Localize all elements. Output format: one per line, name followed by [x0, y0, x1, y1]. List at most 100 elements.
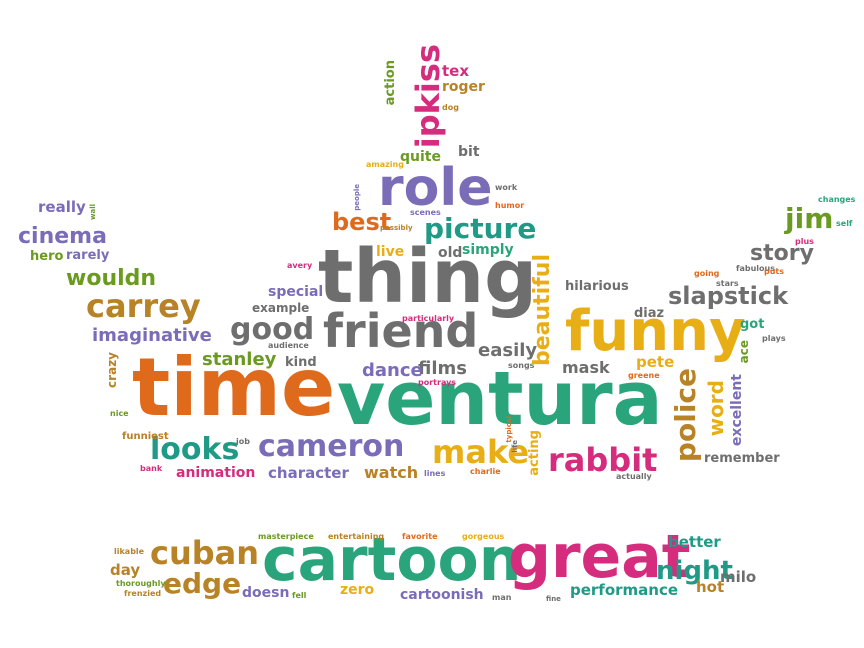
- word-slapstick: slapstick: [668, 282, 789, 310]
- word-rarely: rarely: [66, 248, 110, 263]
- word-cartoonish: cartoonish: [400, 587, 484, 603]
- word-good: good: [230, 312, 315, 347]
- word-typical: nice: [110, 409, 129, 418]
- word-masterpiece: favorite: [402, 532, 438, 541]
- word-scenes: scenes: [410, 208, 441, 217]
- word-people: people: [353, 184, 361, 211]
- word-bit: bit: [458, 144, 480, 160]
- word-animation: animation: [176, 465, 256, 481]
- word-nice: job: [236, 437, 250, 446]
- word-watch: watch: [364, 463, 419, 482]
- word-way: pete: [636, 353, 675, 371]
- word-greene: lines: [424, 469, 446, 478]
- word-frenzied: entertaining: [328, 532, 385, 541]
- word-cuban: police: [669, 368, 702, 463]
- word-action: action: [383, 60, 398, 106]
- word-audience: audience: [268, 341, 309, 350]
- word-self: wall: [89, 204, 97, 220]
- word-make: make: [432, 433, 530, 471]
- word-stars: self: [836, 219, 853, 228]
- word-puts: changes: [818, 195, 856, 204]
- word-portrays: portrays: [418, 378, 457, 387]
- word-man: fine: [546, 595, 561, 603]
- word-possibly: possibly: [380, 224, 413, 232]
- word-humor: humor: [495, 201, 525, 210]
- word-dog: dog: [442, 103, 459, 112]
- word-best: best: [332, 208, 392, 236]
- word-night: night: [656, 556, 733, 586]
- word-better: better: [668, 533, 721, 551]
- word-charlie: life: [511, 440, 519, 453]
- word-life: funniest: [122, 431, 169, 442]
- word-picture: picture: [424, 212, 537, 245]
- word-jim: jim: [785, 202, 834, 235]
- word-hilarious: going: [694, 269, 720, 278]
- word-plus: likable: [114, 547, 145, 556]
- word-rabbit: rabbit: [548, 441, 658, 479]
- word-favorite: man: [492, 593, 512, 602]
- word-cameron: cameron: [258, 429, 405, 464]
- word-cinema: cinema: [18, 224, 107, 249]
- word-beautiful: beautiful: [530, 254, 555, 367]
- word-dance: dance: [362, 360, 423, 381]
- word-cartoon: cartoon: [262, 525, 522, 595]
- word-got: ace: [737, 340, 751, 364]
- word-great: great: [508, 522, 691, 592]
- word-lines: typical: [505, 416, 513, 443]
- word-zero: zero: [340, 582, 375, 598]
- word-story: story: [750, 241, 814, 266]
- word-milo: milo: [720, 568, 757, 586]
- word-gorgeous: fell: [292, 591, 307, 600]
- word-fabulous: stars: [716, 279, 739, 288]
- word-funniest: bank: [140, 464, 163, 473]
- word-word: word: [704, 380, 728, 437]
- word-doesn: doesn: [242, 585, 290, 601]
- word-wouldn: wouldn: [66, 266, 157, 291]
- word-imaginative: imaginative: [92, 325, 212, 346]
- word-excellent: greene: [628, 371, 660, 380]
- word-changes: plus: [795, 237, 814, 246]
- word-likable: frenzied: [124, 589, 162, 598]
- word-friend: friend: [323, 304, 479, 358]
- word-simply: simply: [462, 242, 514, 258]
- word-funny: funny: [565, 299, 746, 364]
- word-hot: hot: [696, 578, 725, 596]
- word-easily: easily: [478, 340, 538, 361]
- word-looks: looks: [150, 432, 240, 467]
- word-entertaining: gorgeous: [462, 532, 505, 541]
- word-amazing: amazing: [366, 160, 404, 169]
- word-comedy: diaz: [634, 306, 665, 321]
- word-old: old: [438, 245, 463, 261]
- word-mask: mask: [562, 358, 610, 377]
- word-acting: acting: [527, 430, 542, 476]
- word-live: live: [376, 244, 405, 260]
- word-actually: charlie: [470, 467, 501, 476]
- word-really: really: [38, 198, 86, 216]
- word-job: hilarious: [565, 279, 629, 294]
- word-stanley: stanley: [202, 349, 277, 370]
- word-carrey: carrey: [86, 287, 201, 325]
- word-quite: quite: [400, 149, 441, 165]
- word-avery: fabulous: [736, 264, 775, 273]
- word-songs: songs: [508, 361, 535, 370]
- word-police: cuban: [150, 534, 260, 572]
- word-hero: hero: [30, 249, 64, 264]
- word-work: work: [495, 183, 518, 192]
- word-day: day: [110, 561, 141, 579]
- word-ventura: ventura: [337, 356, 663, 442]
- word-special: special: [268, 284, 324, 300]
- word-roger: roger: [442, 79, 485, 95]
- word-plays: excellent: [729, 374, 745, 447]
- word-crazy: crazy: [105, 352, 119, 388]
- word-example: example: [252, 301, 310, 315]
- word-bank: avery: [287, 261, 313, 270]
- word-character: character: [268, 464, 349, 482]
- word-thoroughly: masterpiece: [258, 532, 314, 541]
- word-wall: thoroughly: [116, 579, 166, 588]
- word-thing: thing: [318, 234, 538, 320]
- word-edge: edge: [163, 567, 242, 600]
- word-particularly: particularly: [402, 314, 455, 323]
- word-ipkiss: ipkiss: [409, 44, 447, 149]
- word-remember: actually: [616, 472, 652, 481]
